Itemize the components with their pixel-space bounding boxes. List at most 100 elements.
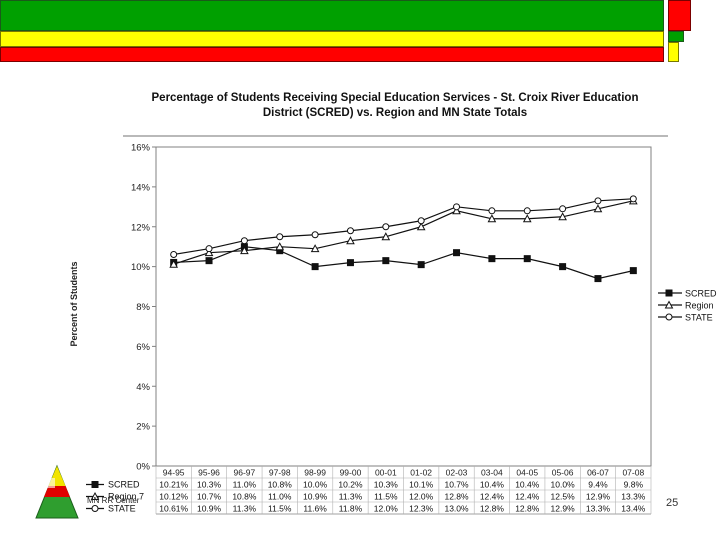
table-row-name: SCRED xyxy=(108,480,140,490)
legend-label: STATE xyxy=(685,313,713,323)
legend-marker xyxy=(664,300,674,309)
table-cell-value: 11.5% xyxy=(374,492,398,502)
table-cell-value: 12.0% xyxy=(409,492,434,502)
table-cell-value: 10.21% xyxy=(159,480,188,490)
table-cell-value: 13.0% xyxy=(444,504,469,514)
table-cell-value: 10.3% xyxy=(374,480,399,490)
data-point-scred xyxy=(594,275,602,283)
data-point-state xyxy=(311,231,319,239)
legend-marker xyxy=(665,313,673,321)
data-point-state xyxy=(559,205,567,213)
y-tick-label: 12% xyxy=(131,222,151,233)
plot-area xyxy=(155,146,652,467)
table-cell-value: 10.8% xyxy=(268,480,293,490)
table-cell-value: 10.1% xyxy=(409,480,434,490)
table-cell-value: 11.0% xyxy=(268,492,292,502)
data-point-scred xyxy=(205,257,213,265)
table-cell-value: 11.0% xyxy=(233,480,257,490)
data-point-scred xyxy=(311,263,319,271)
x-category-label: 96-97 xyxy=(234,468,256,478)
legend-marker xyxy=(665,289,673,297)
footer-credit: MN RR Center xyxy=(87,496,140,505)
table-cell-value: 12.8% xyxy=(480,504,505,514)
x-category-label: 99-00 xyxy=(340,468,362,478)
data-point-region xyxy=(522,214,532,223)
data-point-region xyxy=(169,259,179,268)
page-number: 25 xyxy=(666,497,679,509)
y-tick-label: 16% xyxy=(131,143,151,154)
table-key-marker xyxy=(91,481,99,488)
y-tick-label: 6% xyxy=(136,342,150,353)
data-point-scred xyxy=(488,255,496,263)
x-category-label: 02-03 xyxy=(446,468,468,478)
y-tick-label: 8% xyxy=(136,302,150,313)
table-row-name: STATE xyxy=(108,504,136,514)
table-cell-value: 10.61% xyxy=(159,504,188,514)
data-point-region xyxy=(487,214,497,223)
table-cell-value: 12.9% xyxy=(586,492,611,502)
data-point-state xyxy=(453,203,461,211)
table-cell-value: 10.9% xyxy=(197,504,222,514)
table-cell-value: 12.3% xyxy=(409,504,434,514)
header-band-green xyxy=(0,0,664,31)
triangle-logo-icon xyxy=(35,464,79,519)
header-band-red xyxy=(0,47,664,62)
y-tick-label: 4% xyxy=(136,382,150,393)
table-cell-value: 10.3% xyxy=(197,480,222,490)
x-category-label: 05-06 xyxy=(552,468,574,478)
table-cell-value: 10.4% xyxy=(480,480,505,490)
y-tick-label: 14% xyxy=(131,182,151,193)
x-category-label: 98-99 xyxy=(304,468,326,478)
data-point-region xyxy=(240,246,249,255)
table-cell-value: 11.3% xyxy=(233,504,257,514)
table-cell-value: 9.4% xyxy=(588,480,608,490)
table-cell-value: 10.0% xyxy=(551,480,576,490)
corner-square-red xyxy=(668,0,691,31)
data-point-state xyxy=(240,237,248,245)
x-category-label: 95-96 xyxy=(198,468,220,478)
data-point-state xyxy=(170,250,178,258)
data-point-scred xyxy=(417,261,425,269)
data-point-state xyxy=(276,233,284,241)
table-cell-value: 10.8% xyxy=(232,492,257,502)
table-cell-value: 10.7% xyxy=(197,492,222,502)
table-cell-value: 13.3% xyxy=(586,504,611,514)
table-cell-value: 12.9% xyxy=(551,504,576,514)
data-point-scred xyxy=(453,249,461,257)
data-point-state xyxy=(488,207,496,215)
data-point-region xyxy=(593,204,603,213)
data-point-state xyxy=(205,245,213,253)
table-cell-value: 12.8% xyxy=(444,492,469,502)
y-axis-label: Percent of Students xyxy=(69,261,79,346)
table-cell-value: 9.8% xyxy=(624,480,644,490)
table-cell-value: 12.5% xyxy=(551,492,576,502)
table-cell-value: 10.2% xyxy=(338,480,363,490)
data-point-region xyxy=(346,236,355,245)
data-point-region xyxy=(204,248,214,257)
x-category-label: 04-05 xyxy=(516,468,538,478)
table-cell-value: 12.4% xyxy=(515,492,540,502)
x-category-label: 03-04 xyxy=(481,468,503,478)
table-row-name: Region 7 xyxy=(108,492,144,502)
table-cell-value: 11.3% xyxy=(339,492,363,502)
series-line-state xyxy=(173,198,634,256)
table-key-marker xyxy=(90,491,100,500)
table-cell-value: 11.5% xyxy=(268,504,292,514)
x-category-label: 97-98 xyxy=(269,468,291,478)
chart-title: Percentage of Students Receiving Special… xyxy=(152,92,639,104)
data-point-scred xyxy=(523,255,531,263)
data-point-region xyxy=(381,232,391,241)
data-point-scred xyxy=(559,263,567,271)
data-point-state xyxy=(382,223,390,231)
data-point-region xyxy=(558,212,567,221)
table-cell-value: 12.4% xyxy=(480,492,505,502)
data-point-state xyxy=(594,197,602,205)
data-point-region xyxy=(310,244,320,253)
legend-label: Region xyxy=(685,301,714,311)
data-point-region xyxy=(452,206,461,215)
table-key-marker xyxy=(91,505,99,512)
table-cell-value: 13.3% xyxy=(621,492,646,502)
data-point-state xyxy=(417,217,425,225)
table-cell-value: 10.0% xyxy=(303,480,328,490)
